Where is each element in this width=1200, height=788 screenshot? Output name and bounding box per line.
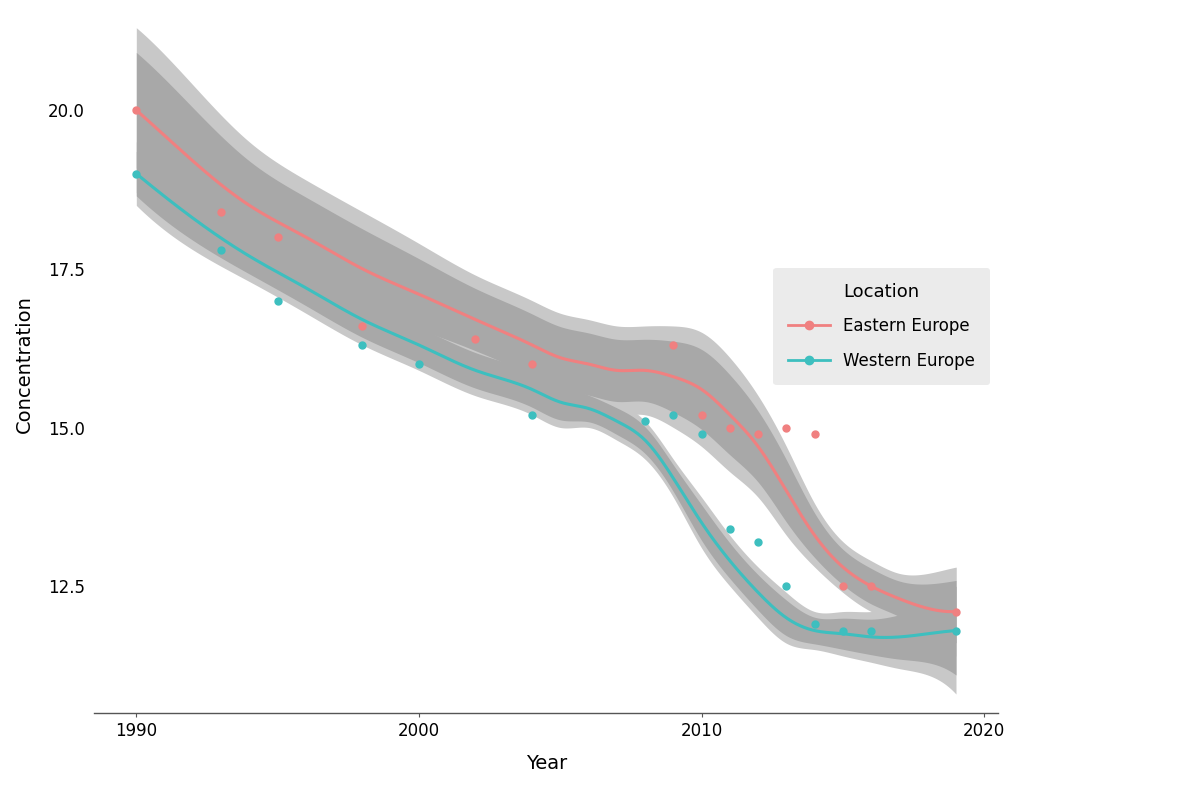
Point [353,320,372,333]
Point [776,580,796,593]
Point [749,535,768,548]
Point [664,408,683,421]
Point [353,339,372,351]
Point [805,618,824,630]
Point [692,428,712,440]
Point [268,231,287,243]
Point [720,522,739,535]
Point [947,624,966,637]
Point [127,104,146,117]
Point [776,422,796,434]
Point [749,428,768,440]
Point [833,624,852,637]
Point [522,358,541,370]
Point [833,580,852,593]
Point [664,339,683,351]
Point [636,414,655,427]
Point [947,605,966,618]
Point [127,167,146,180]
Point [862,624,881,637]
Point [805,428,824,440]
Point [522,408,541,421]
Y-axis label: Concentration: Concentration [14,295,34,433]
Point [268,294,287,307]
Point [211,243,230,256]
Point [211,206,230,218]
Point [862,580,881,593]
Point [692,408,712,421]
X-axis label: Year: Year [526,754,566,773]
Point [720,422,739,434]
Point [466,333,485,345]
Point [409,358,428,370]
Legend: Eastern Europe, Western Europe: Eastern Europe, Western Europe [773,268,990,385]
